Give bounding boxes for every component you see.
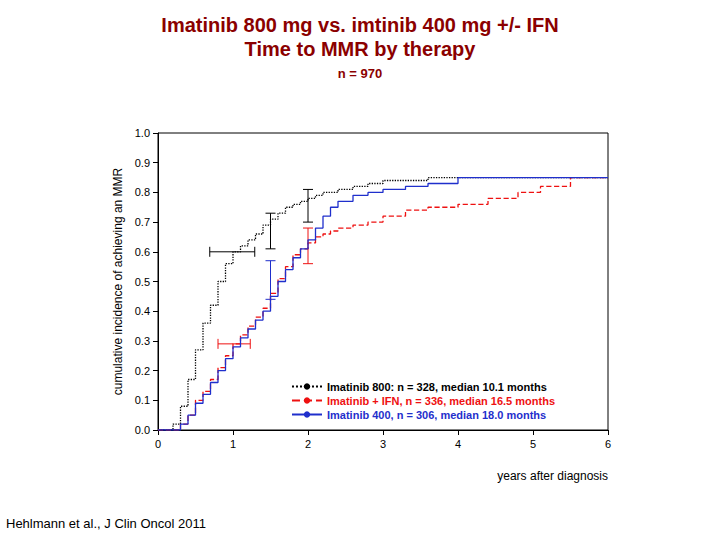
svg-text:2: 2 — [305, 438, 311, 450]
svg-text:n = 970: n = 970 — [338, 66, 382, 81]
svg-text:0.0: 0.0 — [135, 424, 150, 436]
svg-text:6: 6 — [605, 438, 611, 450]
svg-text:0.4: 0.4 — [135, 305, 150, 317]
svg-text:Imatinib 800 mg vs. imtinib 40: Imatinib 800 mg vs. imtinib 400 mg +/- I… — [161, 14, 558, 36]
svg-text:0.6: 0.6 — [135, 246, 150, 258]
svg-text:0.3: 0.3 — [135, 335, 150, 347]
svg-text:cumulative incidence of achiev: cumulative incidence of achieving an MMR — [111, 167, 125, 395]
svg-text:Imatinib 400, n = 306, median: Imatinib 400, n = 306, median 18.0 month… — [327, 409, 546, 421]
svg-text:3: 3 — [380, 438, 386, 450]
svg-text:Hehlmann et al., J Clin Oncol: Hehlmann et al., J Clin Oncol 2011 — [6, 516, 206, 531]
svg-text:5: 5 — [530, 438, 536, 450]
svg-text:0.8: 0.8 — [135, 186, 150, 198]
svg-text:0.5: 0.5 — [135, 276, 150, 288]
svg-text:0: 0 — [155, 438, 161, 450]
svg-text:0.7: 0.7 — [135, 216, 150, 228]
svg-text:0.1: 0.1 — [135, 394, 150, 406]
svg-text:0.2: 0.2 — [135, 365, 150, 377]
svg-text:years after diagnosis: years after diagnosis — [497, 469, 608, 483]
svg-text:Imatinib + IFN, n = 336, media: Imatinib + IFN, n = 336, median 16.5 mon… — [327, 395, 555, 407]
svg-text:0.9: 0.9 — [135, 157, 150, 169]
svg-text:Time to MMR by therapy: Time to MMR by therapy — [245, 38, 477, 60]
svg-text:4: 4 — [455, 438, 461, 450]
svg-text:1.0: 1.0 — [135, 127, 150, 139]
svg-text:1: 1 — [230, 438, 236, 450]
svg-text:Imatinib 800: n = 328, median: Imatinib 800: n = 328, median 10.1 month… — [327, 381, 547, 393]
